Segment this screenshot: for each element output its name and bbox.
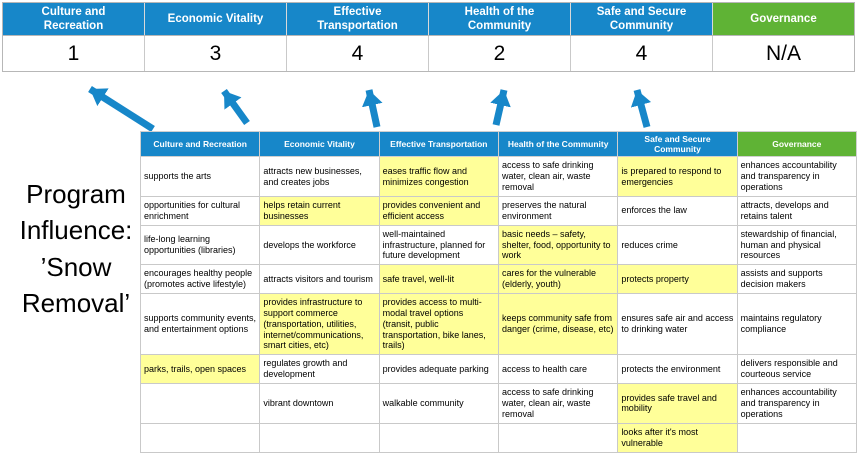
matrix-cell: provides safe travel and mobility [617, 383, 738, 424]
matrix-header: Effective Transportation [378, 130, 499, 158]
title-line: Removal’ [21, 288, 131, 319]
matrix-cell: cares for the vulnerable (elderly, youth… [497, 264, 619, 295]
matrix-cell: looks after it's most vulnerable [617, 422, 738, 453]
matrix-cell: preserves the natural environment [497, 195, 619, 226]
matrix-cell: enhances accountability and transparency… [736, 156, 858, 197]
category-header: Health of the Community [429, 3, 571, 35]
table-row: encourages healthy people (promotes acti… [139, 264, 858, 295]
category-header: Economic Vitality [145, 3, 287, 35]
category-header: Governance [713, 3, 854, 35]
matrix-cell: develops the workforce [259, 224, 380, 266]
score-value: 3 [145, 36, 287, 71]
matrix-header: Safe and Secure Community [617, 130, 738, 158]
matrix-body: supports the arts attracts new businesses… [139, 156, 858, 453]
matrix-header: Economic Vitality [259, 130, 380, 158]
matrix-cell: assists and supports decision makers [736, 264, 858, 295]
program-title: Program Influence: ’Snow Removal’ [0, 176, 152, 322]
table-row: vibrant downtown walkable community access… [139, 383, 858, 424]
matrix-cell: protects the environment [617, 354, 738, 385]
title-line: ’Snow [40, 251, 112, 282]
title-line: Program [26, 179, 126, 209]
matrix-cell: well-maintained infrastructure, planned … [378, 224, 499, 266]
matrix-header: Health of the Community [497, 130, 619, 158]
matrix-cell: regulates growth and development [259, 354, 380, 385]
matrix-cell: eases traffic flow and minimizes congest… [378, 156, 499, 197]
table-row: supports community events, and entertain… [139, 293, 858, 356]
matrix-header: Governance [736, 130, 858, 158]
category-header: Effective Transportation [287, 3, 429, 35]
matrix-cell [139, 422, 261, 453]
matrix-cell [736, 422, 858, 453]
matrix-cell: access to safe drinking water, clean air… [497, 156, 619, 197]
table-row: parks, trails, open spaces regulates grow… [139, 354, 858, 385]
matrix-cell: safe travel, well-lit [378, 264, 499, 295]
matrix-cell: reduces crime [617, 224, 738, 266]
matrix-cell: attracts visitors and tourism [259, 264, 380, 295]
matrix-cell: maintains regulatory compliance [736, 293, 858, 356]
matrix-cell: ensures safe air and access to drinking … [617, 293, 738, 356]
score-value: 1 [3, 36, 145, 71]
matrix-cell: attracts new businesses, and creates job… [259, 156, 380, 197]
matrix-cell: provides convenient and efficient access [378, 195, 499, 226]
matrix-cell: helps retain current businesses [259, 195, 380, 226]
score-value: 4 [287, 36, 429, 71]
matrix-cell: attracts, develops and retains talent [736, 195, 858, 226]
matrix-cell: basic needs – safety, shelter, food, opp… [497, 224, 619, 266]
matrix-cell: supports community events, and entertain… [139, 293, 261, 356]
up-arrow-icon [630, 89, 652, 128]
matrix-cell: stewardship of financial, human and phys… [736, 224, 858, 266]
table-row: looks after it's most vulnerable [139, 422, 858, 453]
up-arrow-icon [88, 86, 155, 132]
matrix-cell: access to safe drinking water, clean air… [497, 383, 619, 424]
matrix-cell: opportunities for cultural enrichment [139, 195, 261, 226]
score-value: N/A [765, 41, 801, 65]
matrix-cell [378, 422, 499, 453]
score-row: 1 3 4 2 4 N/A [2, 36, 855, 72]
matrix-header-row: Culture and Recreation Economic Vitality E… [139, 130, 858, 158]
matrix-cell: supports the arts [139, 156, 261, 197]
matrix-cell [497, 422, 619, 453]
matrix-cell: access to health care [497, 354, 619, 385]
matrix-cell [259, 422, 380, 453]
title-line: Influence: [19, 215, 133, 246]
matrix-cell: keeps community safe from danger (crime,… [497, 293, 619, 356]
up-arrow-icon [361, 89, 383, 128]
matrix-cell: provides access to multi-modal travel op… [378, 293, 499, 356]
category-header: Safe and Secure Community [571, 3, 713, 35]
score-value: 4 [571, 36, 713, 71]
matrix-cell: delivers responsible and courteous servi… [736, 354, 858, 385]
table-row: life-long learning opportunities (librar… [139, 224, 858, 266]
matrix-cell: is prepared to respond to emergencies [617, 156, 738, 197]
matrix-cell: parks, trails, open spaces [139, 354, 261, 385]
influence-matrix: Culture and Recreation Economic Vitality E… [139, 130, 858, 453]
matrix-cell: protects property [617, 264, 738, 295]
category-header: Culture and Recreation [3, 3, 145, 35]
matrix-cell: encourages healthy people (promotes acti… [139, 264, 261, 295]
table-row: supports the arts attracts new businesses… [139, 156, 858, 197]
matrix-cell: provides infrastructure to support comme… [259, 293, 380, 356]
category-band: Culture and Recreation Economic Vitality E… [2, 2, 855, 36]
up-arrow-icon [490, 89, 511, 126]
matrix-cell: enhances accountability and transparency… [736, 383, 858, 424]
score-value: 2 [429, 36, 571, 71]
matrix-cell: enforces the law [617, 195, 738, 226]
up-arrow-icon [221, 88, 250, 126]
matrix-cell: walkable community [378, 383, 499, 424]
matrix-cell: life-long learning opportunities (librar… [139, 224, 261, 266]
matrix-cell [139, 383, 261, 424]
matrix-header: Culture and Recreation [139, 130, 261, 158]
matrix-cell: provides adequate parking [378, 354, 499, 385]
matrix-cell: vibrant downtown [259, 383, 380, 424]
table-row: opportunities for cultural enrichment hel… [139, 195, 858, 226]
